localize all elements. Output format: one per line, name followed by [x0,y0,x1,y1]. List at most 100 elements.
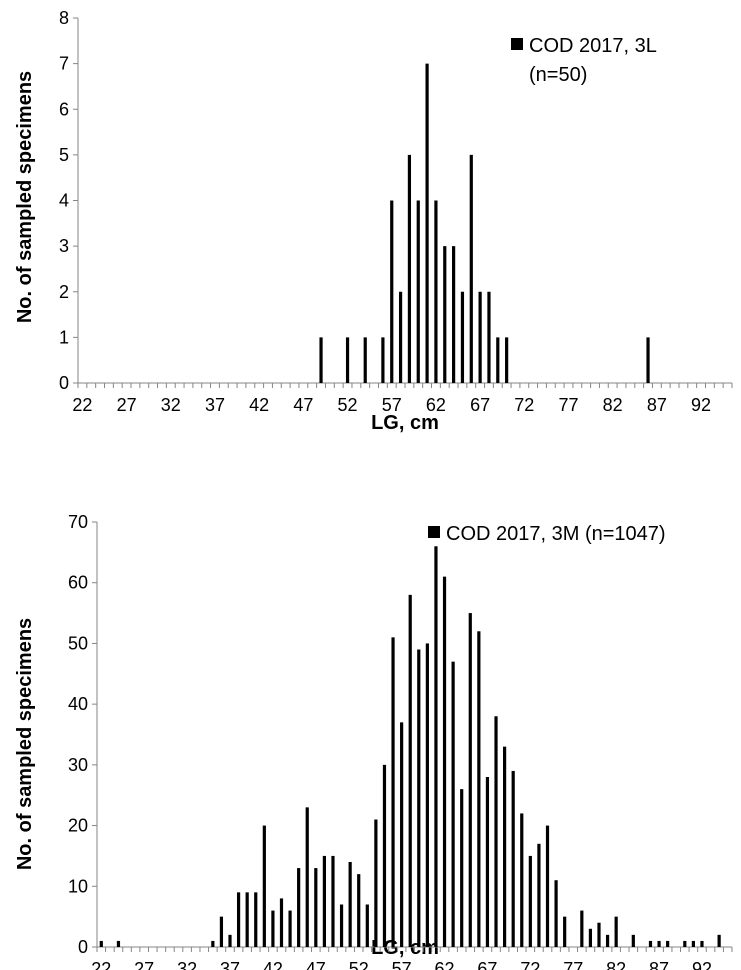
bar [505,337,509,383]
bar [365,904,369,947]
bar [631,934,635,947]
bar [99,940,103,947]
y-tick-label: 5 [59,145,69,165]
x-tick-label: 27 [117,395,137,415]
bar [219,916,224,947]
bar [382,764,387,947]
bar [700,940,704,947]
bar [417,649,421,947]
chart-3l: No. of sampled specimens LG, cm COD 2017… [14,8,733,434]
bar [381,337,385,383]
bar [503,746,507,947]
y-tick-label: 30 [68,755,88,775]
bar [487,291,491,383]
bar [297,868,301,947]
bar [657,940,661,947]
x-tick-label: 52 [338,395,358,415]
bar [331,855,335,947]
bar [391,637,395,947]
bar [511,770,515,947]
x-tick-label: 47 [293,395,313,415]
bar [211,940,215,947]
y-tick-label: 0 [78,937,88,957]
y-tick-label: 3 [59,236,69,256]
bar [425,643,429,947]
x-tick-label: 42 [263,959,283,970]
x-tick-label: 27 [134,959,154,970]
bar [683,940,687,947]
bar [477,631,481,947]
x-tick-label: 52 [349,959,369,970]
y-tick-label: 7 [59,54,69,74]
bar [245,892,249,947]
x-tick-label: 57 [392,959,412,970]
bar [407,154,412,383]
y-tick-label: 8 [59,8,69,28]
bar [434,546,438,947]
y-tick-label: 4 [59,191,69,211]
bar [451,661,455,947]
bar [485,777,490,947]
x-tick-label: 47 [306,959,326,970]
bar [398,291,403,383]
x-tick-label: 92 [691,395,711,415]
y-tick-label: 1 [59,327,69,347]
bar [597,922,601,947]
x-axis-title: LG, cm [371,412,439,434]
x-tick-label: 77 [558,395,578,415]
bar [614,916,618,947]
bar [666,940,670,947]
x-tick-label: 62 [426,395,446,415]
bar [646,337,650,383]
x-tick-label: 67 [477,959,497,970]
bar [390,200,394,383]
bar [537,843,541,947]
bar [717,934,721,947]
bar [460,789,464,947]
x-tick-label: 57 [382,395,402,415]
x-tick-label: 22 [91,959,111,970]
bar [648,940,653,947]
bar [554,880,558,947]
bar [469,154,473,383]
bar [319,337,323,383]
bar [305,807,309,947]
y-axis-title: No. of sampled specimens [14,71,36,323]
x-tick-label: 22 [72,395,92,415]
x-tick-label: 82 [603,395,623,415]
bar [460,291,465,383]
plot-area: 0 10 20 30 40 50 60 70 22 27 32 37 42 47 52 57 62 67 72 77 8… [68,512,733,970]
y-tick-label: 10 [68,876,88,896]
bar [494,716,498,947]
bar [691,940,695,947]
x-tick-label: 72 [514,395,534,415]
x-tick-label: 77 [563,959,583,970]
x-tick-label: 32 [177,959,197,970]
x-tick-label: 32 [161,395,181,415]
bar [271,910,275,947]
bar [363,337,367,383]
bar [520,813,524,947]
bar [339,904,344,947]
bar [348,862,352,947]
bar [262,825,266,947]
legend: COD 2017, 3M (n=1047) [428,523,666,545]
x-tick-label: 62 [435,959,455,970]
y-tick-label: 0 [59,373,69,393]
legend: COD 2017, 3L (n=50) [511,35,657,86]
legend-label: COD 2017, 3M (n=1047) [446,523,666,545]
y-tick-label: 70 [68,512,88,532]
y-axis-title: No. of sampled specimens [14,618,36,870]
bar [580,910,584,947]
bar [496,337,500,383]
x-tick-label: 37 [220,959,240,970]
bar [254,892,258,947]
bar [322,855,326,947]
y-tick-label: 60 [68,573,88,593]
bar [279,898,284,947]
bar [374,819,378,947]
y-tick-label: 50 [68,633,88,653]
bar [605,934,610,947]
x-tick-label: 87 [647,395,667,415]
